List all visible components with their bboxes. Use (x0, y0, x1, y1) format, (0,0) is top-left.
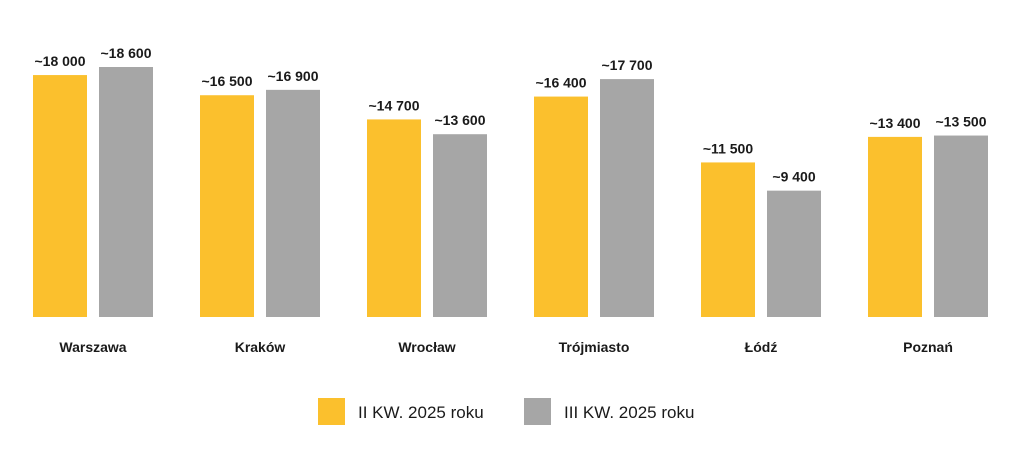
data-label-lodz-series-1: ~11 500 (703, 140, 753, 156)
data-label-trojmiasto-series-1: ~16 400 (536, 75, 587, 91)
bar-trojmiasto-series-1 (534, 96, 588, 318)
bar-poznan-series-2 (934, 135, 988, 317)
data-label-poznan-series-2: ~13 500 (936, 114, 987, 130)
data-label-krakow-series-2: ~16 900 (268, 68, 319, 84)
bar-warszawa-series-2 (99, 67, 153, 317)
category-label-krakow: Kraków (235, 339, 286, 355)
bar-poznan-series-1 (868, 136, 922, 317)
data-label-krakow-series-1: ~16 500 (202, 73, 253, 89)
legend-swatch-series-2 (524, 398, 551, 425)
category-label-lodz: Łódź (745, 339, 778, 355)
data-label-warszawa-series-1: ~18 000 (35, 53, 86, 69)
category-label-poznan: Poznań (903, 339, 953, 355)
legend-label-series-2: III KW. 2025 roku (564, 403, 694, 422)
data-label-warszawa-series-2: ~18 600 (101, 45, 152, 61)
category-label-trojmiasto: Trójmiasto (559, 339, 630, 355)
bar-wroclaw-series-2 (433, 134, 487, 317)
bar-krakow-series-1 (200, 95, 254, 318)
category-label-warszawa: Warszawa (59, 339, 126, 355)
data-label-wroclaw-series-1: ~14 700 (369, 97, 420, 113)
data-label-lodz-series-2: ~9 400 (772, 169, 815, 185)
bar-lodz-series-1 (701, 162, 755, 317)
bar-warszawa-series-1 (33, 75, 87, 317)
legend-label-series-1: II KW. 2025 roku (358, 403, 484, 422)
bar-krakow-series-2 (266, 89, 320, 318)
data-label-poznan-series-1: ~13 400 (870, 115, 921, 131)
category-label-wroclaw: Wrocław (398, 339, 455, 355)
bar-wroclaw-series-1 (367, 119, 421, 317)
data-label-trojmiasto-series-2: ~17 700 (602, 57, 653, 73)
bar-trojmiasto-series-2 (600, 79, 654, 317)
data-label-wroclaw-series-2: ~13 600 (435, 112, 486, 128)
bar-lodz-series-2 (767, 190, 821, 317)
legend-swatch-series-1 (318, 398, 345, 425)
